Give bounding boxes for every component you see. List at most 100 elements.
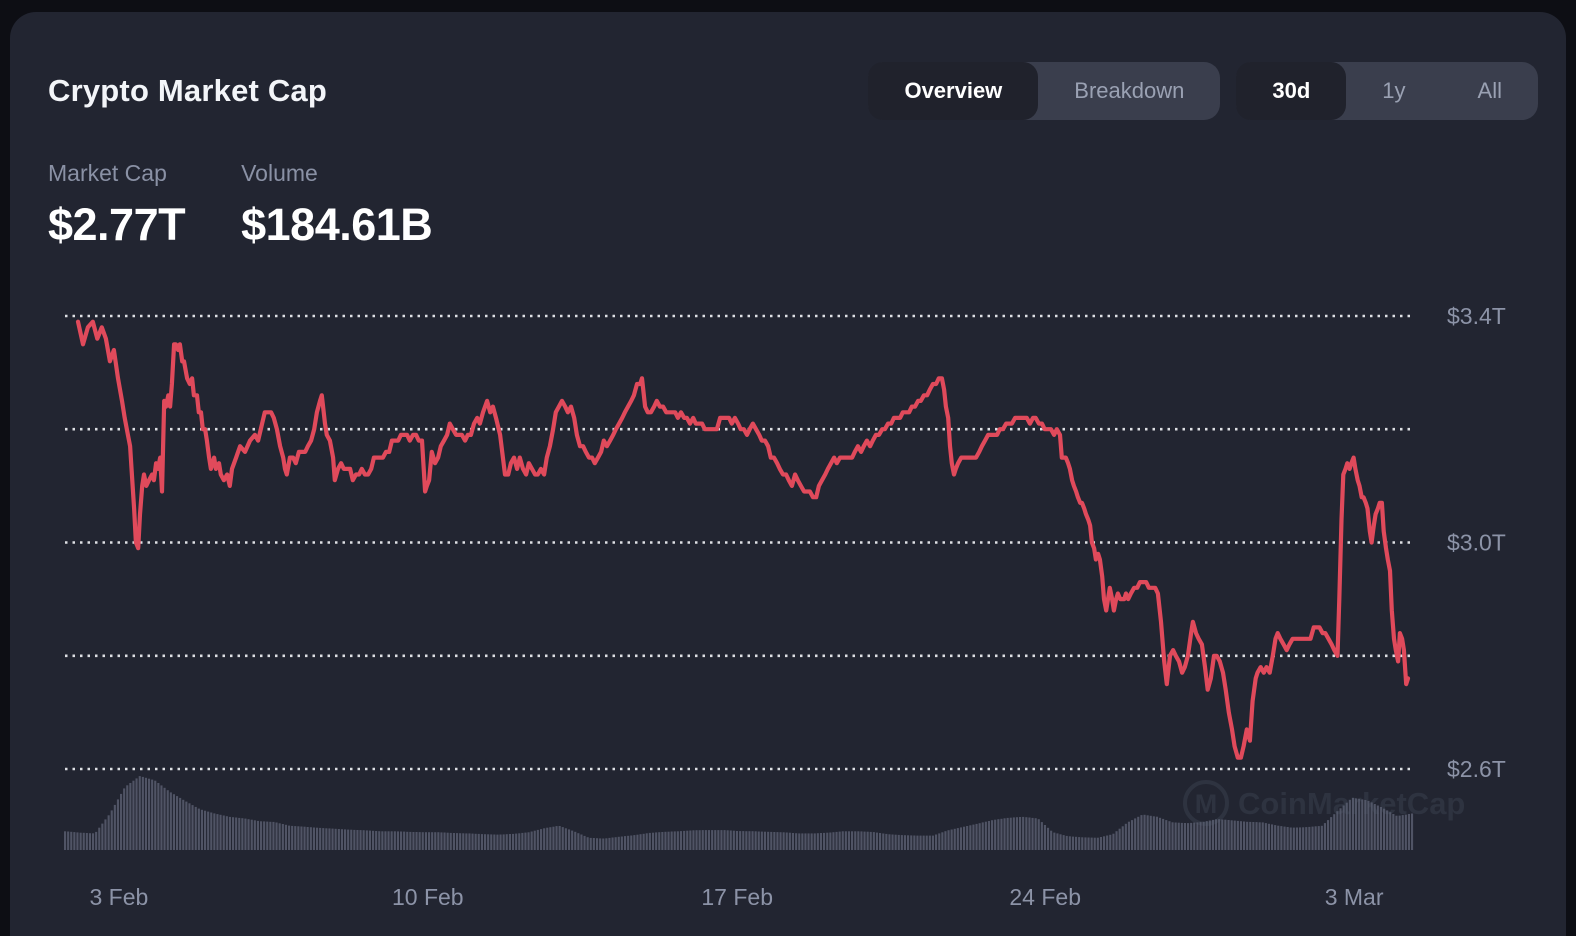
volume-bar (378, 831, 381, 850)
volume-bar (1243, 821, 1246, 850)
volume-bar (841, 831, 844, 850)
volume-bar (888, 834, 891, 850)
volume-bar (947, 830, 950, 850)
volume-bar (1271, 824, 1274, 850)
volume-bar (85, 833, 88, 850)
volume-bar (250, 819, 253, 850)
tab-overview[interactable]: Overview (868, 62, 1039, 120)
volume-bar (182, 799, 185, 850)
volume-bar (645, 833, 648, 850)
volume-bar (959, 827, 962, 850)
volume-bar (655, 832, 658, 850)
volume-bar (1143, 814, 1146, 850)
volume-bar (350, 829, 353, 850)
volume-bar (169, 792, 172, 850)
volume-bar (614, 837, 617, 850)
volume-bar (1131, 820, 1134, 850)
volume-bar (1373, 804, 1376, 850)
volume-bar (210, 812, 213, 850)
volume-bar (1379, 807, 1382, 850)
volume-bar (1339, 808, 1342, 850)
volume-bar (70, 831, 73, 850)
volume-bar (658, 832, 661, 850)
volume-bar (608, 837, 611, 850)
volume-bar (1367, 800, 1370, 850)
volume-bar (919, 835, 922, 850)
volume-bar (228, 816, 231, 850)
volume-bar (1025, 817, 1028, 850)
volume-bar (1302, 827, 1305, 850)
volume-bar (113, 804, 116, 850)
volume-bar (1003, 818, 1006, 850)
volume-bar (782, 832, 785, 850)
volume-bar (885, 833, 888, 850)
volume-bar (474, 833, 477, 850)
volume-value: $184.61B (241, 199, 433, 250)
volume-bar (465, 833, 468, 850)
volume-bar (916, 835, 919, 850)
volume-bar (617, 836, 620, 850)
volume-bar (1333, 814, 1336, 850)
volume-bar (757, 831, 760, 850)
volume-bar (826, 832, 829, 850)
volume-bar (1193, 822, 1196, 850)
volume-bar (390, 831, 393, 850)
volume-bar (1071, 836, 1074, 850)
volume-bar (434, 832, 437, 850)
volume-bar (913, 835, 916, 850)
volume-bar (807, 833, 810, 850)
card-header: Crypto Market Cap Overview Breakdown 30d… (10, 12, 1566, 120)
volume-bar (403, 831, 406, 850)
volume-bar (238, 817, 241, 850)
volume-bar (471, 833, 474, 850)
volume-bar (1274, 825, 1277, 850)
volume-bar (437, 832, 440, 850)
volume-bar (490, 834, 493, 850)
volume-bar (851, 831, 854, 850)
volume-bar (664, 831, 667, 850)
volume-bar (515, 833, 518, 850)
volume-bar (400, 831, 403, 850)
volume-bar (135, 778, 138, 850)
volume-bar (1099, 837, 1102, 850)
volume-bar (1246, 821, 1249, 850)
volume-bar (760, 831, 763, 850)
volume-bar (179, 797, 182, 850)
volume-bar (396, 831, 399, 850)
volume-bar (359, 830, 362, 850)
volume-bar (387, 831, 390, 850)
range-30d[interactable]: 30d (1236, 62, 1347, 120)
volume-bar (123, 788, 126, 850)
volume-bar (1351, 797, 1354, 850)
volume-bar (101, 823, 104, 850)
tab-breakdown[interactable]: Breakdown (1038, 62, 1220, 120)
volume-bar (1411, 813, 1414, 850)
volume-bar (1292, 827, 1295, 850)
volume-bar (829, 832, 832, 850)
volume-bar (798, 833, 801, 850)
volume-bar (925, 835, 928, 850)
range-all[interactable]: All (1442, 62, 1538, 120)
volume-bar (1155, 816, 1158, 850)
volume-bar (297, 826, 300, 850)
volume-bar (253, 820, 256, 850)
volume-bar (1311, 826, 1314, 850)
market-cap-chart[interactable]: M CoinMarketCap $3.4T $3.0T $2.6T 3 Feb 10 Feb… (10, 12, 1566, 936)
volume-bar (1183, 823, 1186, 850)
volume-bar (82, 832, 85, 850)
volume-bar (225, 816, 228, 850)
volume-bar (1323, 823, 1326, 850)
volume-bar (1401, 815, 1404, 850)
volume-bar (931, 835, 934, 850)
volume-bar (882, 833, 885, 850)
volume-bar (1327, 820, 1330, 850)
volume-bar (844, 831, 847, 850)
range-1y[interactable]: 1y (1346, 62, 1441, 120)
volume-bar (368, 830, 371, 850)
volume-bar (1174, 822, 1177, 850)
volume-bar (521, 832, 524, 850)
volume-bar (424, 832, 427, 850)
volume-bar (487, 834, 490, 850)
volume-bar (994, 819, 997, 850)
volume-bar (443, 832, 446, 850)
